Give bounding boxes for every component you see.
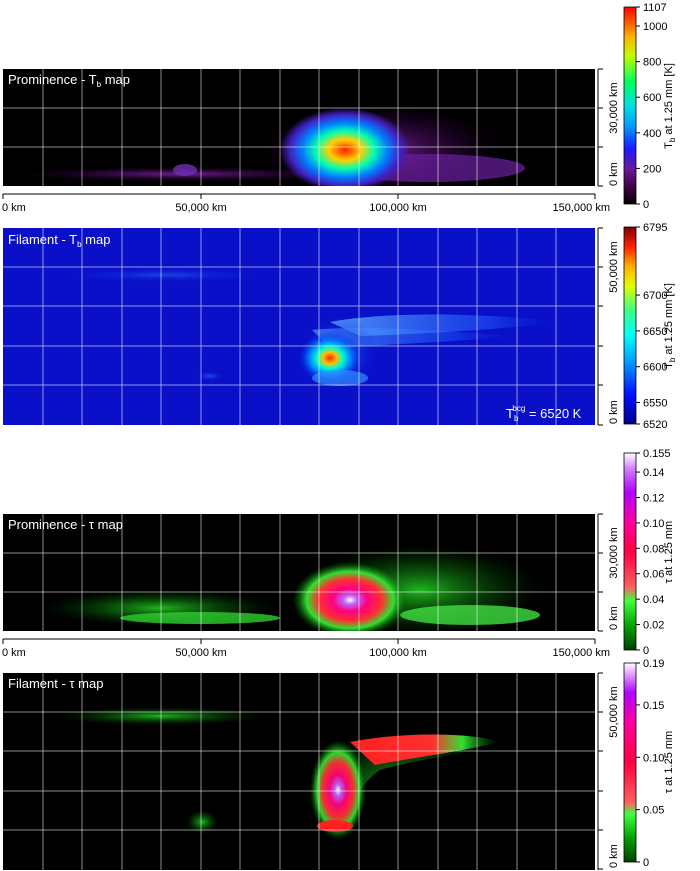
y-tick-label: 0 km [608, 400, 620, 424]
y-tick-label: 30,000 km [608, 527, 620, 578]
colorbar-prominence-tau: 0.155 0.14 0.12 0.10 0.08 0.06 0.04 0.02 0 τ at … [623, 448, 675, 657]
colorbar-tick-label: 6550 [643, 398, 667, 410]
colorbar-tick-label: 200 [643, 163, 661, 175]
panel-title: Prominence - Tb map [8, 72, 130, 89]
x-tick-label: 150,000 km [553, 202, 610, 214]
y-tick-label: 0 km [608, 844, 620, 868]
panel-title: Filament - τ map [8, 676, 103, 691]
colorbar-tick-label: 0 [643, 199, 649, 211]
colorbar-tick-label: 600 [643, 92, 661, 104]
colorbar-gradient [623, 452, 637, 651]
colorbar-tick-label: 6795 [643, 222, 667, 234]
opacity-image [45, 545, 540, 631]
panel-title: Prominence - τ map [8, 517, 123, 532]
colorbar-tick-label: 0.19 [643, 658, 664, 670]
colorbar-tick-label: 800 [643, 57, 661, 69]
y-tick-label: 50,000 km [608, 241, 620, 292]
opacity-image [60, 707, 515, 848]
panel-prominence-tb: Prominence - Tb map 30,000 km 0 km 0 km … [2, 68, 620, 214]
colorbar-label: Tb at 1.25 mm [K] [663, 63, 677, 149]
colorbar-tick-label: 6650 [643, 326, 667, 338]
grid-lines [3, 228, 595, 425]
colorbar-gradient [623, 6, 637, 205]
colorbar-filament-tau: 0.19 0.15 0.10 0.05 0 τ at 1.25 mm [623, 658, 675, 869]
colorbar-tick-label: 0.06 [643, 569, 664, 581]
grid-lines [3, 514, 595, 631]
colorbar-tick-label: 0.02 [643, 620, 664, 632]
colorbar-gradient [623, 226, 637, 425]
colorbar-tick-label: 0.04 [643, 594, 664, 606]
y-tick-label: 50,000 km [608, 686, 620, 737]
panel-filament-tb: Filament - Tb map Tbbcg = 6520 K 50,000 … [3, 227, 620, 426]
colorbar-tick-label: 0.15 [643, 700, 664, 712]
plot-area [3, 673, 595, 870]
panel-prominence-tau: Prominence - τ map 30,000 km 0 km 0 km 5… [2, 513, 620, 659]
colorbar-tick-label: 1107 [643, 2, 667, 14]
colorbar-label: Tb at 1.25 mm [K] [663, 283, 677, 369]
colorbar-tick-label: 1000 [643, 21, 667, 33]
colorbar-tick-label: 0.10 [643, 752, 664, 764]
colorbar-filament-tb: 6795 6700 6650 6600 6550 6520 Tb at 1.25 mm [… [623, 222, 677, 431]
colorbar-tick-label: 0.14 [643, 467, 664, 479]
colorbar-tick-label: 6600 [643, 362, 667, 374]
panel-title: Filament - Tb map [8, 232, 110, 249]
x-tick-label: 100,000 km [369, 647, 426, 659]
colorbar-tick-label: 0.155 [643, 448, 671, 460]
x-tick-label: 50,000 km [175, 647, 226, 659]
colorbar-tick-label: 0.12 [643, 492, 664, 504]
colorbar-gradient [623, 662, 637, 863]
grid-lines [3, 69, 595, 186]
colorbar-tick-label: 6520 [643, 419, 667, 431]
x-tick-label: 100,000 km [369, 202, 426, 214]
colorbar-prominence-tb: 1107 1000 800 600 400 200 0 Tb at 1.25 mm [K] [623, 2, 677, 211]
x-tick-label: 0 km [2, 202, 26, 214]
x-tick-label: 50,000 km [175, 202, 226, 214]
colorbar-label: τ at 1.25 mm [663, 731, 675, 793]
x-tick-label: 150,000 km [553, 647, 610, 659]
colorbar-tick-label: 400 [643, 128, 661, 140]
colorbar-tick-label: 0.10 [643, 518, 664, 530]
colorbar-tick-label: 0.08 [643, 543, 664, 555]
y-tick-label: 0 km [608, 162, 620, 186]
panel-filament-tau: Filament - τ map 50,000 km 0 km [3, 672, 620, 870]
grid-lines [3, 673, 595, 870]
colorbar-tick-label: 0.05 [643, 805, 664, 817]
y-tick-label: 0 km [608, 606, 620, 630]
colorbar-tick-label: 0 [643, 857, 649, 869]
colorbar-tick-label: 0 [643, 645, 649, 657]
colorbar-tick-label: 6700 [643, 290, 667, 302]
y-tick-label: 30,000 km [608, 82, 620, 133]
x-tick-label: 0 km [2, 647, 26, 659]
colorbar-label: τ at 1.25 mm [663, 521, 675, 583]
background-temperature-label: Tbbcg = 6520 K [506, 404, 582, 423]
